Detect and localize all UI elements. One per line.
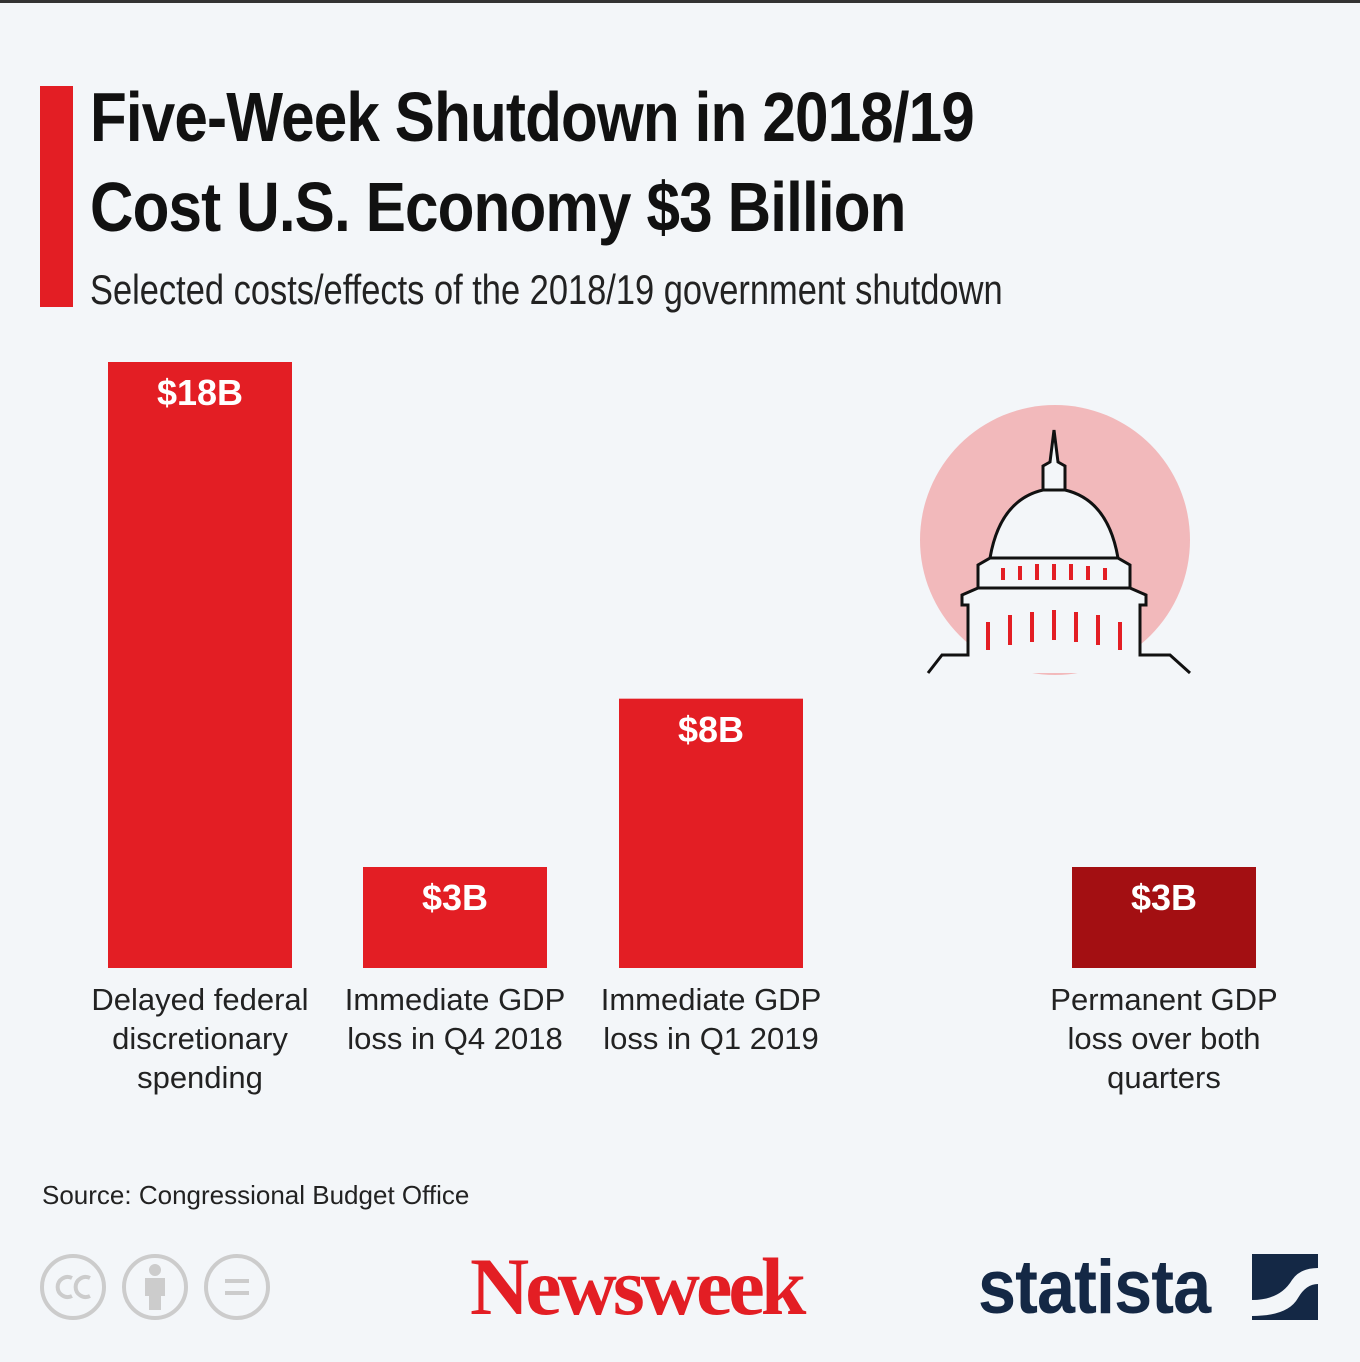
statista-logo-text: statista <box>978 1245 1211 1330</box>
value-label: $8B <box>677 708 745 750</box>
value-label: $3B <box>1130 877 1198 918</box>
top-border <box>0 0 1360 3</box>
bar <box>1072 867 1256 968</box>
license-icons <box>40 1254 270 1320</box>
value-label: $18B <box>156 372 244 413</box>
x-tick-label: Permanent GDP loss over both quarters <box>1050 982 1278 1095</box>
x-tick-label: Immediate GDP loss in Q4 2018 <box>344 982 566 1056</box>
chart-subtitle: Selected costs/effects of the 2018/19 go… <box>90 266 1003 313</box>
bar <box>619 698 803 968</box>
bar <box>108 362 292 968</box>
x-tick-label: Delayed federal discretionary spending <box>91 982 309 1095</box>
bar <box>363 867 547 968</box>
x-tick-label: Immediate GDP loss in Q1 2019 <box>600 982 822 1056</box>
value-label: $3B <box>421 877 489 918</box>
title-accent <box>40 86 73 307</box>
chart-title: Five-Week Shutdown in 2018/19 Cost U.S. … <box>90 78 975 246</box>
source-note: Source: Congressional Budget Office <box>42 1180 470 1210</box>
newsweek-logo: Newsweek <box>470 1241 806 1332</box>
statista-logo <box>1252 1254 1318 1320</box>
capitol-icon <box>920 405 1192 675</box>
